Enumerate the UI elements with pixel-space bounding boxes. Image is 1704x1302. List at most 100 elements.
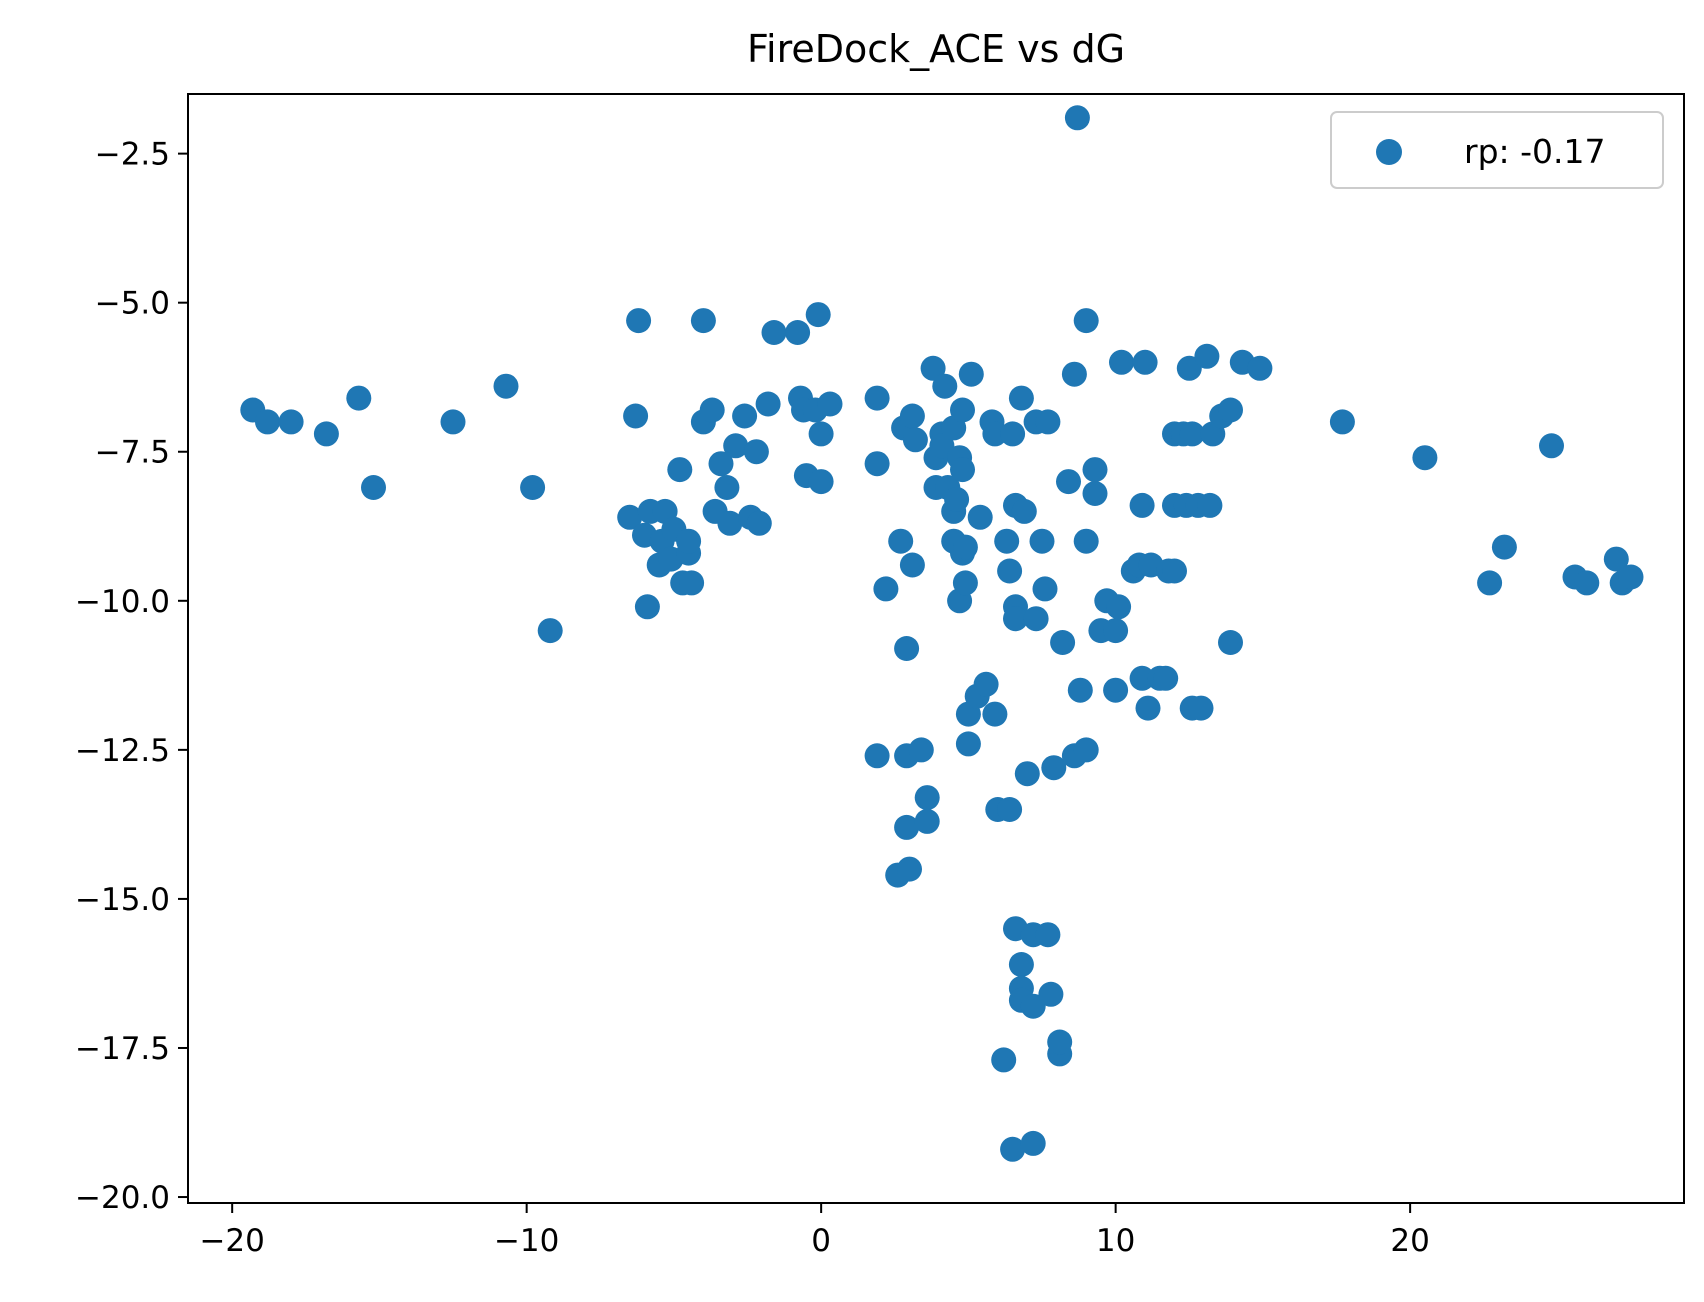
- data-point: [1477, 570, 1503, 596]
- data-point: [761, 320, 787, 345]
- legend-box: [1330, 111, 1664, 189]
- data-point: [899, 403, 925, 429]
- data-point: [746, 510, 772, 536]
- data-point: [932, 373, 958, 399]
- data-point: [950, 457, 975, 483]
- data-point: [1082, 457, 1108, 483]
- data-point: [714, 475, 740, 500]
- data-point: [1129, 492, 1155, 518]
- data-point: [899, 552, 925, 578]
- data-point: [755, 391, 781, 417]
- data-point: [873, 576, 899, 602]
- data-point: [1067, 677, 1093, 703]
- data-point: [1032, 576, 1058, 602]
- data-point: [440, 409, 466, 435]
- y-tick-label: −2.5: [95, 137, 170, 173]
- data-point: [717, 510, 743, 536]
- data-point: [1106, 594, 1132, 620]
- data-point: [929, 433, 955, 459]
- data-point: [690, 308, 716, 334]
- y-tick-label: −5.0: [95, 286, 170, 322]
- data-point: [808, 469, 834, 495]
- data-point: [1056, 469, 1081, 495]
- data-point: [1218, 630, 1243, 655]
- y-tick-label: −10.0: [75, 584, 170, 620]
- data-point: [944, 486, 970, 512]
- data-point: [1179, 421, 1205, 447]
- data-point: [808, 421, 834, 447]
- data-point: [667, 457, 693, 483]
- data-point: [785, 320, 811, 345]
- data-point: [1162, 558, 1187, 584]
- data-point: [520, 475, 546, 500]
- data-point: [623, 403, 649, 429]
- data-point: [1194, 343, 1220, 369]
- data-point: [914, 808, 940, 834]
- data-point: [914, 785, 940, 811]
- data-point: [732, 403, 758, 429]
- data-point: [1014, 761, 1040, 787]
- data-point: [1061, 361, 1087, 387]
- data-point: [493, 373, 519, 399]
- data-point: [1129, 665, 1155, 691]
- plot-frame: [187, 93, 1685, 1204]
- y-axis: −2.5 −5.0 −7.5 −10.0 −12.5 −15.0 −17.5 −20.0: [75, 137, 188, 1216]
- data-point: [991, 1047, 1017, 1073]
- points-layer: [240, 105, 1644, 1162]
- data-point: [950, 397, 975, 423]
- data-point: [1539, 433, 1564, 459]
- x-tick-label: 0: [811, 1223, 831, 1259]
- data-point: [1035, 922, 1061, 948]
- data-point: [1135, 695, 1161, 721]
- data-point: [626, 308, 652, 334]
- data-point: [894, 814, 920, 840]
- data-point: [958, 361, 984, 387]
- data-point: [920, 355, 946, 381]
- data-point: [255, 409, 280, 435]
- data-point: [1574, 570, 1600, 596]
- x-tick-label: 10: [1096, 1223, 1135, 1259]
- data-point: [805, 302, 831, 328]
- data-point: [908, 737, 934, 763]
- data-point: [902, 427, 928, 453]
- data-point: [894, 636, 920, 661]
- data-point: [1050, 630, 1076, 655]
- data-point: [973, 671, 999, 697]
- data-point: [1023, 606, 1049, 632]
- data-point: [1073, 528, 1099, 554]
- data-point: [278, 409, 304, 435]
- data-point: [743, 439, 769, 465]
- data-point: [1132, 349, 1158, 375]
- data-point: [1064, 105, 1090, 131]
- data-point: [997, 558, 1023, 584]
- data-point: [967, 504, 993, 530]
- data-point: [1035, 409, 1061, 435]
- data-point: [1247, 355, 1273, 381]
- data-point: [1073, 308, 1099, 334]
- x-tick-label: 20: [1390, 1223, 1429, 1259]
- data-point: [708, 451, 734, 477]
- data-point: [1412, 445, 1438, 471]
- data-point: [1103, 618, 1129, 644]
- data-point: [1073, 737, 1099, 763]
- data-point: [1029, 528, 1055, 554]
- legend: rp: -0.17: [1330, 111, 1664, 189]
- data-point: [679, 570, 705, 596]
- x-axis: −20 −10 0 10 20: [199, 1203, 1430, 1259]
- data-point: [982, 421, 1008, 447]
- data-point: [1003, 606, 1028, 632]
- data-point: [1008, 385, 1034, 411]
- data-point: [1038, 981, 1064, 1007]
- data-point: [1011, 498, 1037, 524]
- data-point: [1491, 534, 1517, 560]
- data-point: [955, 731, 981, 757]
- data-point: [634, 594, 660, 620]
- data-point: [1176, 355, 1202, 381]
- y-tick-label: −12.5: [75, 733, 170, 769]
- data-point: [676, 528, 702, 554]
- data-point: [952, 534, 978, 560]
- data-point: [1197, 492, 1223, 518]
- data-point: [699, 397, 725, 423]
